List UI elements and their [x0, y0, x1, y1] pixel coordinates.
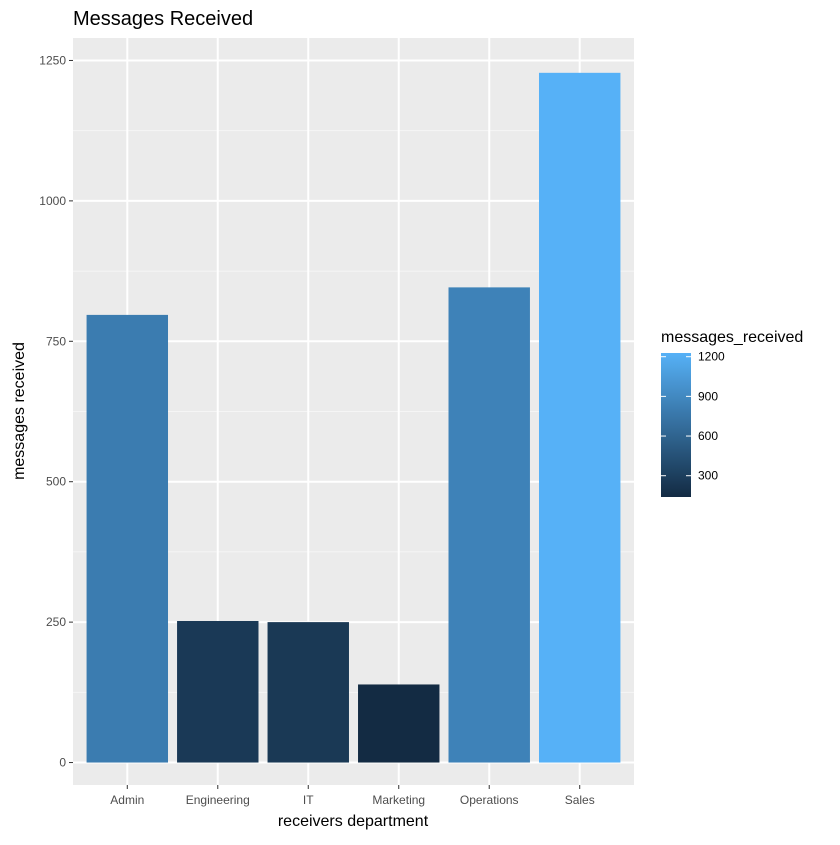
legend-colorbar: [661, 353, 691, 497]
x-tick-label: Marketing: [372, 793, 425, 807]
legend: messages_received 300 600 900 1200: [661, 329, 803, 497]
x-tick-label: Sales: [565, 793, 595, 807]
legend-tick-label: 600: [698, 429, 718, 443]
bars: [86, 72, 621, 763]
bar-marketing: [358, 684, 440, 763]
x-tick-label: Engineering: [186, 793, 250, 807]
legend-title: messages_received: [661, 329, 803, 346]
x-axis-title: receivers department: [278, 813, 429, 830]
legend-tick-label: 1200: [698, 350, 725, 364]
y-axis-title: messages received: [11, 342, 28, 480]
y-tick-label: 750: [46, 334, 66, 348]
bar-admin: [86, 314, 169, 763]
y-tick-label: 500: [46, 475, 66, 489]
y-tick-label: 0: [59, 756, 66, 770]
x-tick-label: IT: [303, 793, 314, 807]
bar-sales: [538, 72, 621, 763]
bar-it: [267, 622, 349, 763]
x-tick-label: Admin: [110, 793, 144, 807]
y-tick-label: 250: [46, 615, 66, 629]
y-tick-label: 1250: [39, 53, 66, 67]
x-axis: Admin Engineering IT Marketing Operations Sal…: [110, 785, 595, 807]
chart-title: Messages Received: [73, 8, 253, 30]
legend-ticks: 300 600 900 1200: [661, 350, 725, 483]
bar-engineering: [177, 620, 259, 763]
y-axis: 0 250 500 750 1000 1250: [39, 53, 73, 770]
legend-tick-label: 300: [698, 469, 718, 483]
legend-tick-label: 900: [698, 389, 718, 403]
bar-operations: [448, 287, 530, 763]
y-tick-label: 1000: [39, 194, 66, 208]
x-tick-label: Operations: [460, 793, 519, 807]
